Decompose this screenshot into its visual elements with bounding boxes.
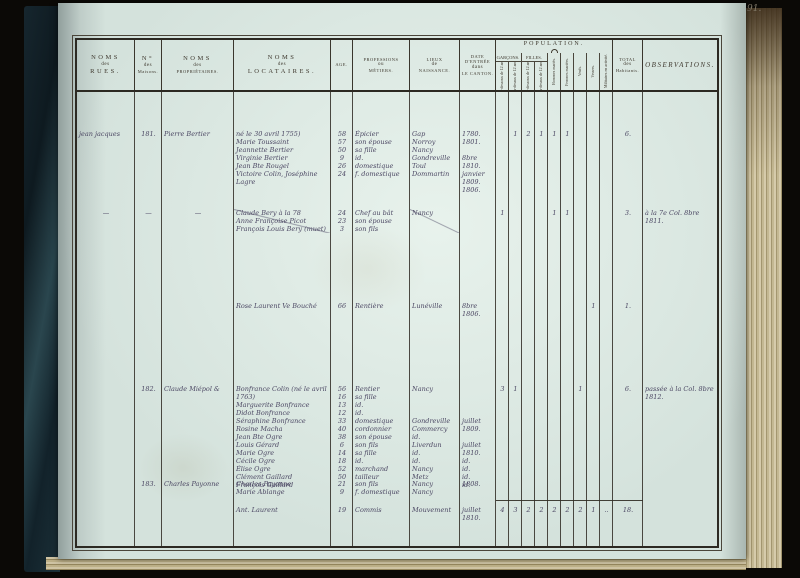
col-header-proprietaires: NOMS des PROPRIÉTAIRES.: [162, 40, 234, 90]
ages: 66: [337, 302, 347, 310]
col-header-maisons: N° des Maisons.: [135, 40, 162, 90]
street: [77, 385, 135, 489]
observation: [643, 480, 717, 496]
birthplaces: Gap Norroy Nancy Gondreville Toul Dommar…: [412, 130, 451, 178]
house-no: 183.: [141, 480, 156, 488]
professions: Commis: [355, 506, 382, 514]
observation: [643, 130, 717, 194]
tenants: Ant. Laurent: [236, 506, 278, 514]
register-entry: Rose Laurent Ve Bouché 66 Rentière Lunév…: [77, 302, 717, 318]
page-stack-bottom: [46, 557, 746, 570]
house-no: 182.: [141, 385, 156, 393]
subcol-filles: FILLES.: [521, 53, 548, 62]
entry-dates: 8bre 1806.: [462, 302, 481, 318]
ages: 19: [337, 506, 347, 514]
street: [77, 506, 135, 522]
proprietor: [162, 506, 234, 522]
table-frame: NOMS des RUES. N° des Maisons. NOMS des …: [72, 35, 722, 551]
column-rules: [77, 92, 717, 546]
col-header-date-entree: DATE D'ENTRÉE dans LE CANTON.: [460, 40, 496, 90]
proprietor: Claude Miépol &: [164, 385, 220, 393]
totals-rule: [496, 500, 643, 501]
col-header-total: TOTAL des Habitants.: [613, 40, 643, 90]
book-cover-edge: [24, 6, 60, 572]
col-header-observations: OBSERVATIONS.: [645, 61, 715, 69]
proprietor: Pierre Bertier: [164, 130, 210, 138]
entry-dates: [460, 209, 496, 233]
folio-number: 91.: [747, 4, 762, 14]
observation: passée à la Col. 8bre 1812.: [645, 385, 714, 401]
total: [613, 480, 643, 496]
ages: 24 23 3: [337, 209, 347, 233]
table-body: jean jacques 181. Pierre Bertier né le 3…: [77, 92, 717, 546]
table-header: NOMS des RUES. N° des Maisons. NOMS des …: [77, 40, 717, 92]
birthplaces: Mouvement: [412, 506, 452, 514]
house-no: 181.: [141, 130, 156, 138]
register-entry: 182. Claude Miépol & Bonfrance Colin (né…: [77, 385, 717, 489]
register-entry: 183. Charles Payonne Charles Payonne Mar…: [77, 480, 717, 496]
tenants: Claude Bery à la 78 Anne Françoise Picot…: [234, 209, 331, 233]
birthplaces: Nancy Gondreville Commercy id. Liverdun …: [412, 385, 451, 481]
proprietor: Charles Payonne: [164, 480, 220, 488]
subcol-garcons: GARÇONS.: [496, 53, 522, 62]
entry-dates: 1808.: [462, 480, 481, 488]
page-stack-right: [744, 8, 782, 568]
professions: son fils f. domestique: [355, 480, 400, 496]
register-entry-totals: Ant. Laurent 19 Commis Mouvement juillet…: [77, 506, 717, 522]
ages: 21 9: [337, 480, 347, 496]
street: [77, 480, 135, 496]
subcol-militaires: Militaires en activité.: [603, 54, 608, 89]
street: jean jacques: [79, 130, 121, 138]
tenants: né le 30 avril 1755) Marie Toussaint Jea…: [236, 130, 318, 186]
total: 3.: [624, 209, 632, 217]
ages: 56 16 13 12 33 40 38 6 14 18 52 50: [337, 385, 347, 481]
professions: Épicier son épouse sa fille id. domestiq…: [355, 130, 400, 178]
observation: [643, 302, 717, 318]
register-page: NOMS des RUES. N° des Maisons. NOMS des …: [58, 3, 746, 559]
col-header-rues: NOMS des RUES.: [77, 40, 135, 90]
street: —: [102, 209, 110, 217]
birthplaces: Nancy Nancy: [412, 480, 434, 496]
professions: Rentier sa fille id. id. domestique cord…: [355, 385, 394, 481]
house-no: [135, 302, 162, 318]
ages: 58 57 50 9 26 24: [337, 130, 347, 178]
col-header-professions: PROFESSIONS ou MÉTIERS.: [353, 40, 410, 90]
professions: Rentière: [355, 302, 384, 310]
street: [77, 302, 135, 318]
total: 18.: [622, 506, 634, 514]
entry-dates: juillet 1809. juillet 1810. id. id. id. …: [462, 417, 481, 489]
house-no: [135, 506, 162, 522]
total: 1.: [624, 302, 632, 310]
proprietor: —: [194, 209, 202, 217]
tenants: Charles Payonne Marie Ablange: [236, 480, 292, 496]
birthplaces: Lunéville: [412, 302, 443, 310]
col-header-locataires: NOMS des LOCATAIRES.: [234, 40, 331, 90]
total: 6.: [624, 130, 632, 138]
tenants: Rose Laurent Ve Bouché: [236, 302, 317, 310]
register-entry: jean jacques 181. Pierre Bertier né le 3…: [77, 130, 717, 194]
entry-dates: 1780. 1801. 8bre 1810. janvier 1809. 180…: [462, 130, 485, 194]
subcol-hommes-maries: Hommes mariés.: [548, 53, 561, 90]
house-no: —: [145, 209, 152, 217]
total: 6.: [624, 385, 632, 393]
register-entry: — — — Claude Bery à la 78 Anne Françoise…: [77, 209, 717, 233]
tenants: Bonfrance Colin (né le avril 1763) Margu…: [236, 385, 327, 489]
col-header-lieux: LIEUX de NAISSANCE.: [410, 40, 460, 90]
subcol-veufs: Veufs.: [574, 53, 587, 90]
proprietor: [162, 302, 234, 318]
col-header-population: POPULATION. GARÇONS. FILLES. au-dessous …: [496, 40, 613, 90]
subcol-femmes-mariees: Femmes mariées.: [561, 53, 574, 90]
observation: [643, 506, 717, 522]
col-header-age: AGE.: [331, 40, 353, 90]
entry-dates: juillet 1810.: [462, 506, 481, 522]
birthplaces: Nancy: [410, 209, 460, 233]
observation: à la 7e Col. 8bre 1811.: [645, 209, 700, 225]
professions: Chef au bât son épouse son fils: [355, 209, 394, 233]
subcol-veuves: Veuves.: [587, 53, 600, 90]
